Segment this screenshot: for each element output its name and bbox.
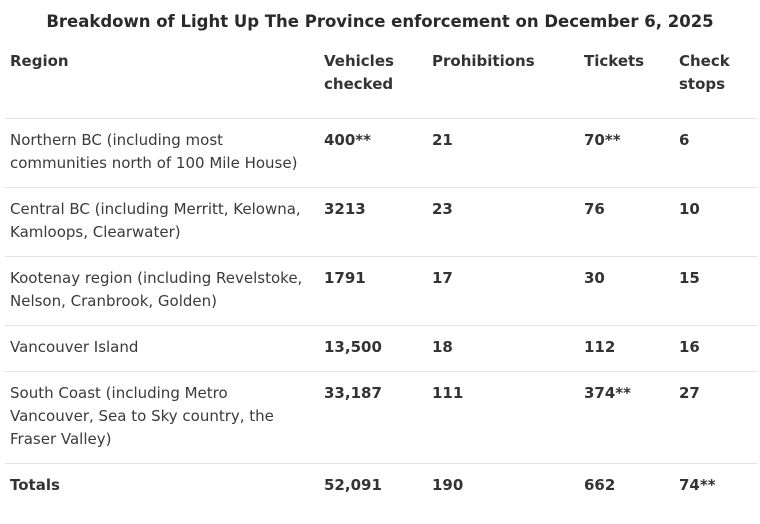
column-header-tickets: Tickets [579, 42, 674, 119]
check-stops-cell: 16 [674, 325, 757, 372]
totals-check-stops-cell: 74** [679, 476, 716, 494]
column-header-region: Region [5, 42, 319, 119]
table-body: Northern BC (including most communities … [5, 118, 757, 510]
totals-row: Totals 52,091 190 662 74** [5, 464, 757, 510]
tickets-cell: 374** [579, 371, 674, 464]
prohibitions-cell: 17 [427, 256, 579, 326]
tickets-cell: 112 [579, 325, 674, 372]
tickets-cell: 76 [579, 187, 674, 257]
table-row: Kootenay region (including Revelstoke, N… [5, 256, 757, 326]
enforcement-table: Region Vehicles checked Prohibitions Tic… [5, 42, 757, 509]
prohibitions-cell: 111 [427, 371, 579, 464]
prohibitions-cell: 21 [427, 118, 579, 188]
region-cell: South Coast (including Metro Vancouver, … [5, 371, 319, 464]
vehicles-cell: 1791 [319, 256, 427, 326]
table-header: Region Vehicles checked Prohibitions Tic… [5, 42, 757, 119]
tickets-cell: 30 [579, 256, 674, 326]
vehicles-cell: 33,187 [319, 371, 427, 464]
check-stops-cell: 10 [674, 187, 757, 257]
vehicles-cell: 400** [319, 118, 427, 188]
vehicles-cell: 3213 [319, 187, 427, 257]
table-row: Northern BC (including most communities … [5, 118, 757, 188]
check-stops-cell: 27 [674, 371, 757, 464]
prohibitions-cell: 18 [427, 325, 579, 372]
totals-tickets-cell: 662 [584, 476, 616, 494]
table-title: Breakdown of Light Up The Province enfor… [46, 12, 714, 31]
table-row: Vancouver Island 13,500 18 112 16 [5, 325, 757, 372]
prohibitions-cell: 23 [427, 187, 579, 257]
vehicles-cell: 13,500 [319, 325, 427, 372]
totals-prohibitions-cell: 190 [432, 476, 464, 494]
totals-label: Totals [10, 476, 60, 494]
region-cell: Central BC (including Merritt, Kelowna, … [5, 187, 319, 257]
region-cell: Vancouver Island [5, 325, 319, 372]
header-row: Region Vehicles checked Prohibitions Tic… [5, 42, 757, 119]
totals-vehicles-cell: 52,091 [324, 476, 382, 494]
check-stops-cell: 6 [674, 118, 757, 188]
table-row: Central BC (including Merritt, Kelowna, … [5, 187, 757, 257]
check-stops-cell: 15 [674, 256, 757, 326]
column-header-prohibitions: Prohibitions [427, 42, 579, 119]
column-header-check-stops: Check stops [674, 42, 757, 119]
tickets-cell: 70** [579, 118, 674, 188]
table-row: South Coast (including Metro Vancouver, … [5, 371, 757, 464]
column-header-vehicles-checked: Vehicles checked [319, 42, 427, 119]
region-cell: Northern BC (including most communities … [5, 118, 319, 188]
region-cell: Kootenay region (including Revelstoke, N… [5, 256, 319, 326]
